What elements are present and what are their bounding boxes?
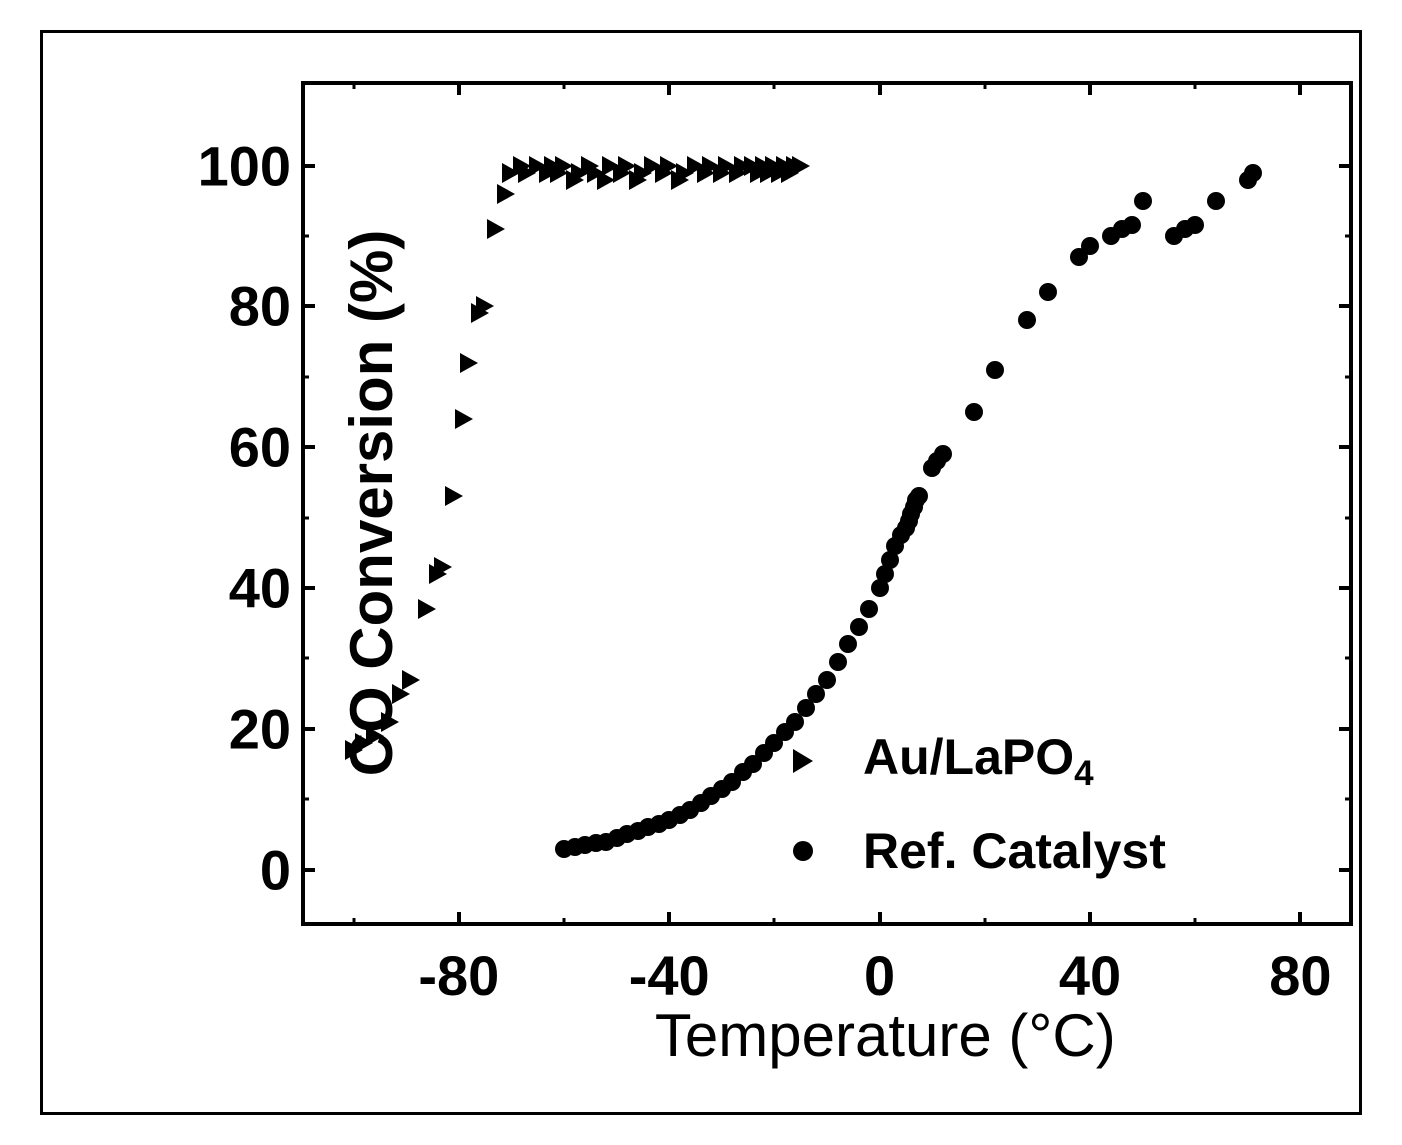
point-au-lapo4 xyxy=(455,409,473,429)
legend-label: Ref. Catalyst xyxy=(863,822,1166,880)
point-au-lapo4 xyxy=(402,670,420,690)
legend-label: Au/LaPO4 xyxy=(863,728,1094,794)
point-ref-catalyst xyxy=(1207,192,1225,210)
point-ref-catalyst xyxy=(934,445,952,463)
point-au-lapo4 xyxy=(497,184,515,204)
point-au-lapo4 xyxy=(381,712,399,732)
x-tick-label: 80 xyxy=(1269,943,1331,1008)
point-ref-catalyst xyxy=(1134,192,1152,210)
x-tick-label: -80 xyxy=(418,943,499,1008)
point-au-lapo4 xyxy=(418,599,436,619)
x-tick-label: -40 xyxy=(629,943,710,1008)
y-tick-label: 80 xyxy=(229,274,291,339)
point-ref-catalyst xyxy=(1039,283,1057,301)
point-ref-catalyst xyxy=(965,403,983,421)
point-ref-catalyst xyxy=(1123,216,1141,234)
point-ref-catalyst xyxy=(986,361,1004,379)
x-axis-label: Temperature (°C) xyxy=(655,1001,1116,1070)
point-au-lapo4 xyxy=(460,353,478,373)
circle-icon xyxy=(783,841,823,861)
chart-frame: CO Conversion (%) Temperature (°C) 02040… xyxy=(40,30,1362,1115)
point-ref-catalyst xyxy=(1018,311,1036,329)
point-ref-catalyst xyxy=(1081,237,1099,255)
point-ref-catalyst xyxy=(818,671,836,689)
y-tick-label: 60 xyxy=(229,415,291,480)
point-ref-catalyst xyxy=(829,653,847,671)
y-tick-label: 20 xyxy=(229,696,291,761)
point-ref-catalyst xyxy=(860,600,878,618)
point-ref-catalyst xyxy=(1244,164,1262,182)
point-ref-catalyst xyxy=(910,487,928,505)
point-ref-catalyst xyxy=(850,618,868,636)
point-au-lapo4 xyxy=(792,156,810,176)
point-au-lapo4 xyxy=(487,219,505,239)
x-tick-label: 40 xyxy=(1059,943,1121,1008)
legend-row-au-lapo4: Au/LaPO4 xyxy=(783,728,1166,794)
point-au-lapo4 xyxy=(476,296,494,316)
y-tick-label: 0 xyxy=(260,837,291,902)
point-ref-catalyst xyxy=(839,635,857,653)
point-ref-catalyst xyxy=(1186,216,1204,234)
triangle-right-icon xyxy=(783,749,823,773)
point-au-lapo4 xyxy=(434,557,452,577)
point-au-lapo4 xyxy=(445,486,463,506)
legend-row-ref-catalyst: Ref. Catalyst xyxy=(783,822,1166,880)
legend: Au/LaPO4 Ref. Catalyst xyxy=(783,728,1166,908)
y-tick-label: 40 xyxy=(229,556,291,621)
x-tick-label: 0 xyxy=(864,943,895,1008)
y-tick-label: 100 xyxy=(198,133,291,198)
